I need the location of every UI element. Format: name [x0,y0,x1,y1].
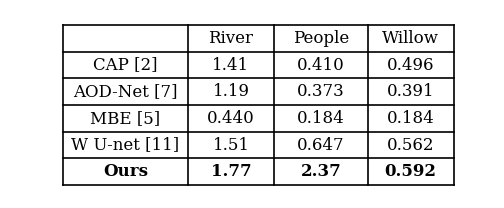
Text: 0.440: 0.440 [207,110,255,127]
Text: AOD-Net [7]: AOD-Net [7] [73,83,178,100]
Text: MBE [5]: MBE [5] [90,110,161,127]
Text: W U-net [11]: W U-net [11] [72,137,179,154]
Text: 0.647: 0.647 [297,137,345,154]
Text: 0.496: 0.496 [387,57,434,73]
Text: People: People [293,30,349,47]
Text: CAP [2]: CAP [2] [93,57,158,73]
Text: 0.373: 0.373 [297,83,345,100]
Text: 1.51: 1.51 [213,137,249,154]
Text: 0.184: 0.184 [297,110,345,127]
Text: Ours: Ours [103,163,148,180]
Text: 1.19: 1.19 [213,83,249,100]
Text: 0.184: 0.184 [387,110,434,127]
Text: Willow: Willow [382,30,439,47]
Text: 0.592: 0.592 [385,163,436,180]
Text: 0.391: 0.391 [387,83,434,100]
Text: 1.77: 1.77 [211,163,251,180]
Text: River: River [209,30,254,47]
Text: 2.37: 2.37 [300,163,341,180]
Text: 0.410: 0.410 [297,57,345,73]
Text: 1.41: 1.41 [212,57,249,73]
Text: 0.562: 0.562 [387,137,434,154]
